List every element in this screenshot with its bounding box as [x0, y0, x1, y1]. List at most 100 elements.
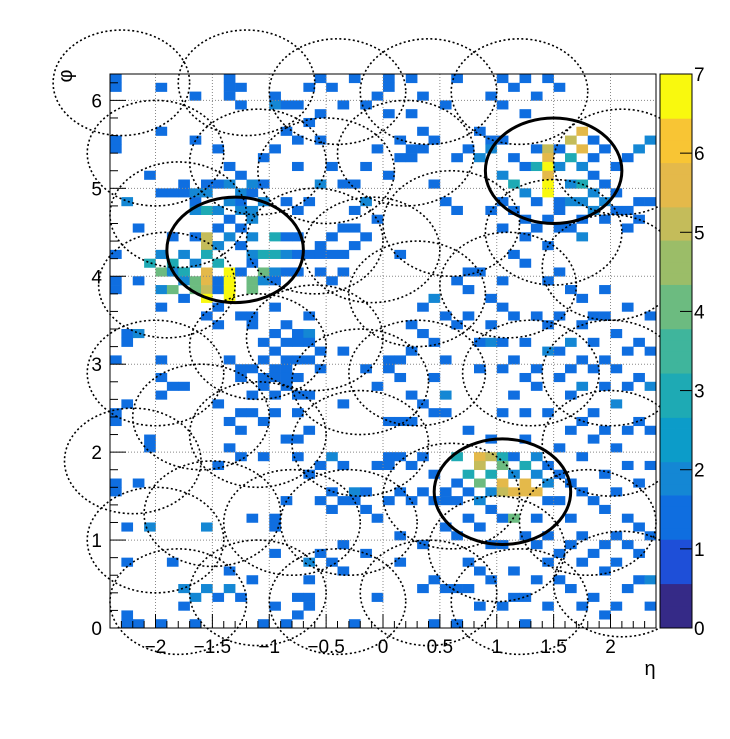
heatmap-cell [110, 74, 122, 84]
jet-circles [165, 116, 624, 546]
color-bar-segment [660, 96, 692, 108]
color-bar-segment [660, 461, 692, 474]
heatmap-cell [314, 496, 327, 506]
heatmap-cell [519, 460, 532, 471]
heatmap-cell [542, 276, 554, 286]
heatmap-cell [280, 100, 293, 110]
dotted-circle [450, 548, 589, 656]
heatmap-cell [576, 487, 589, 497]
heatmap-cell [371, 214, 384, 224]
heatmap-cell [144, 170, 156, 180]
heatmap-cell [553, 496, 566, 506]
dotted-circle [461, 319, 600, 427]
heatmap-cell [508, 355, 520, 365]
heatmap-cell [633, 548, 645, 558]
heatmap-cell [394, 355, 407, 365]
heatmap-cell [530, 469, 543, 479]
heatmap-cell [542, 161, 554, 172]
heatmap-cell [212, 592, 225, 602]
heatmap-cell [257, 337, 270, 347]
heatmap-cell [633, 372, 645, 383]
heatmap-cell [110, 416, 122, 427]
heatmap-cell [587, 337, 600, 347]
heatmap-cell [212, 179, 225, 189]
heatmap-cell [519, 109, 532, 119]
heatmap-cell [496, 170, 509, 180]
heatmap-cell [644, 460, 657, 471]
color-bar-segment [660, 85, 692, 97]
heatmap-cell [348, 223, 361, 233]
heatmap-cell [439, 522, 452, 532]
heatmap-cell [508, 153, 520, 163]
heatmap-cell [587, 153, 600, 163]
heatmap-cell [383, 170, 395, 180]
heatmap-cell [360, 504, 372, 514]
dotted-circle [427, 495, 566, 603]
color-bar-segment [660, 240, 692, 252]
heatmap-cell [235, 100, 247, 110]
dotted-circle [257, 117, 396, 225]
dotted-circle [359, 539, 498, 647]
heatmap-cell [610, 205, 623, 215]
heatmap-cell [110, 82, 122, 92]
heatmap-cell [326, 232, 338, 242]
heatmap-cell [269, 601, 281, 611]
heatmap-cell [269, 390, 281, 400]
heatmap-cell [280, 197, 293, 207]
heatmap-cell [565, 223, 577, 233]
heatmap-cell [383, 355, 395, 365]
heatmap-cell [371, 460, 384, 471]
x-tick-label: 1.5 [540, 637, 566, 658]
heatmap-cell [360, 161, 372, 172]
color-bar-tick-label: 4 [694, 302, 705, 323]
heatmap-cell [314, 74, 327, 84]
y-tick-label: 6 [91, 91, 102, 112]
color-bar-tick-label: 1 [694, 540, 705, 561]
heatmap-cell [451, 205, 463, 215]
heatmap-cell [223, 179, 236, 189]
heatmap-cell [599, 610, 611, 620]
heatmap-cell [576, 144, 589, 154]
color-bar-tick-label: 5 [694, 223, 705, 244]
heatmap-cell [189, 276, 202, 286]
heatmap-cell [189, 258, 202, 268]
heatmap-cell [166, 557, 179, 567]
color-bar-segment [660, 339, 692, 352]
heatmap-cell [633, 197, 645, 207]
heatmap-cell [644, 425, 657, 435]
heatmap-cell [553, 548, 566, 558]
heatmap-cell [280, 267, 293, 277]
heatmap-cell [201, 232, 213, 242]
heatmap-cell [428, 575, 441, 585]
heatmap-cell [144, 434, 156, 444]
dotted-circle [52, 29, 191, 137]
heatmap-cell [269, 364, 281, 374]
y-tick-label: 4 [91, 267, 102, 288]
heatmap-cell [485, 469, 498, 479]
heatmap-cell [542, 214, 554, 224]
heatmap-cell [496, 74, 509, 84]
heatmap-cell [189, 592, 202, 602]
dotted-circle [291, 328, 430, 436]
heatmap-cell [155, 390, 168, 400]
heatmap-cell [189, 232, 202, 242]
heatmap-cell [451, 452, 463, 462]
heatmap-cell [348, 205, 361, 215]
heatmap-cell [565, 540, 577, 550]
dotted-circle [279, 468, 418, 577]
heatmap-cell [348, 179, 361, 189]
heatmap-cell [508, 566, 520, 576]
heatmap-cell [155, 355, 168, 365]
dotted-circle [188, 380, 327, 489]
heatmap-cell [110, 285, 122, 295]
heatmap-cell [201, 267, 213, 277]
heatmap-cell [508, 452, 520, 462]
heatmap-cell [246, 188, 259, 198]
heatmap-cell [405, 496, 418, 506]
heatmap-cell [235, 408, 247, 418]
heatmap-cell [599, 179, 611, 189]
color-bar-segment [660, 262, 692, 274]
heatmap-cell [474, 364, 486, 374]
heatmap-cell [189, 619, 202, 629]
heatmap-cell [405, 144, 418, 154]
